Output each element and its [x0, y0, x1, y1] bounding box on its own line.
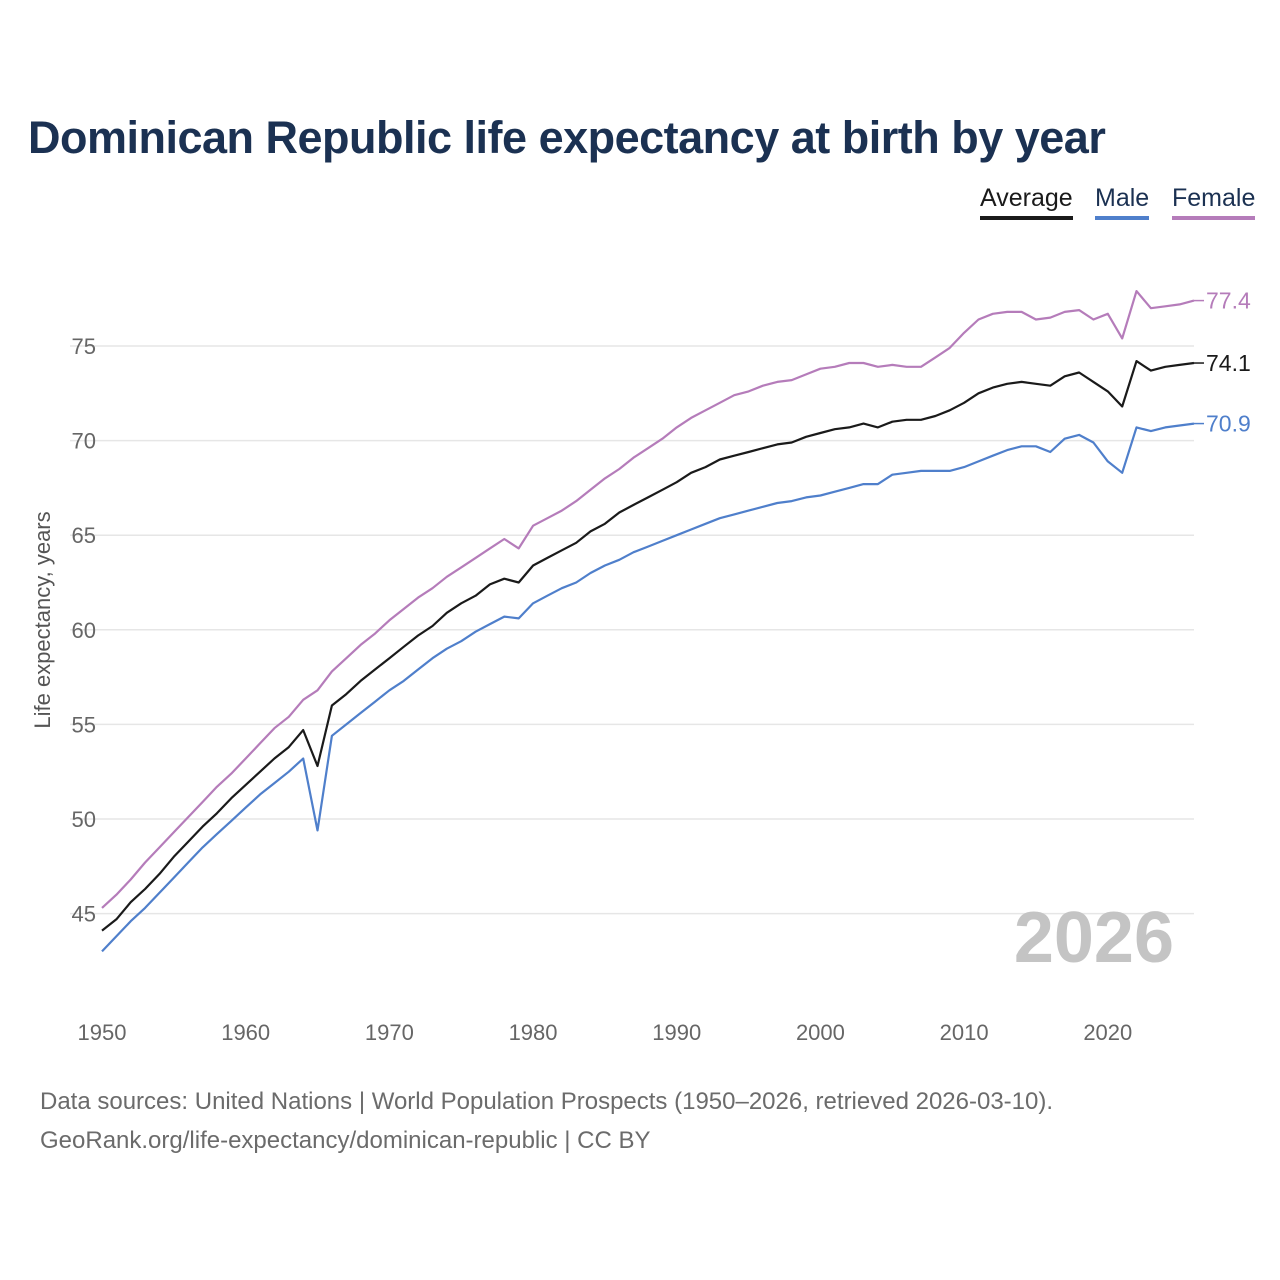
y-tick-label: 70: [72, 429, 96, 454]
year-watermark: 2026: [1014, 898, 1174, 978]
chart-title: Dominican Republic life expectancy at bi…: [28, 112, 1106, 163]
y-tick-label: 50: [72, 807, 96, 832]
footer-sources: Data sources: United Nations | World Pop…: [40, 1088, 1054, 1115]
x-tick-label: 2010: [940, 1020, 989, 1045]
series-line-average: [101, 360, 1195, 932]
x-tick-label: 1990: [652, 1020, 701, 1045]
y-tick-label: 65: [72, 523, 96, 548]
end-label-male: 70.9: [1206, 411, 1251, 437]
legend-male[interactable]: Male: [1095, 184, 1150, 220]
series-line-male: [101, 422, 1195, 953]
end-label-female: 77.4: [1206, 288, 1251, 314]
y-tick-label: 45: [72, 902, 96, 927]
x-tick-label: 1960: [221, 1020, 270, 1045]
legend-female[interactable]: Female: [1172, 184, 1256, 220]
y-tick-label: 60: [72, 618, 96, 643]
end-label-average: 74.1: [1206, 350, 1251, 376]
footer-link[interactable]: GeoRank.org/life-expectancy/dominican-re…: [40, 1127, 651, 1154]
legend-average[interactable]: Average: [980, 184, 1073, 220]
x-tick-label: 1950: [78, 1020, 127, 1045]
y-axis-label: Life expectancy, years: [30, 511, 55, 728]
x-tick-label: 1980: [509, 1020, 558, 1045]
y-tick-label: 55: [72, 712, 96, 737]
x-tick-label: 1970: [365, 1020, 414, 1045]
y-tick-label: 75: [72, 334, 96, 359]
x-tick-label: 2000: [796, 1020, 845, 1045]
series-line-female: [101, 290, 1195, 909]
x-tick-label: 2020: [1083, 1020, 1132, 1045]
